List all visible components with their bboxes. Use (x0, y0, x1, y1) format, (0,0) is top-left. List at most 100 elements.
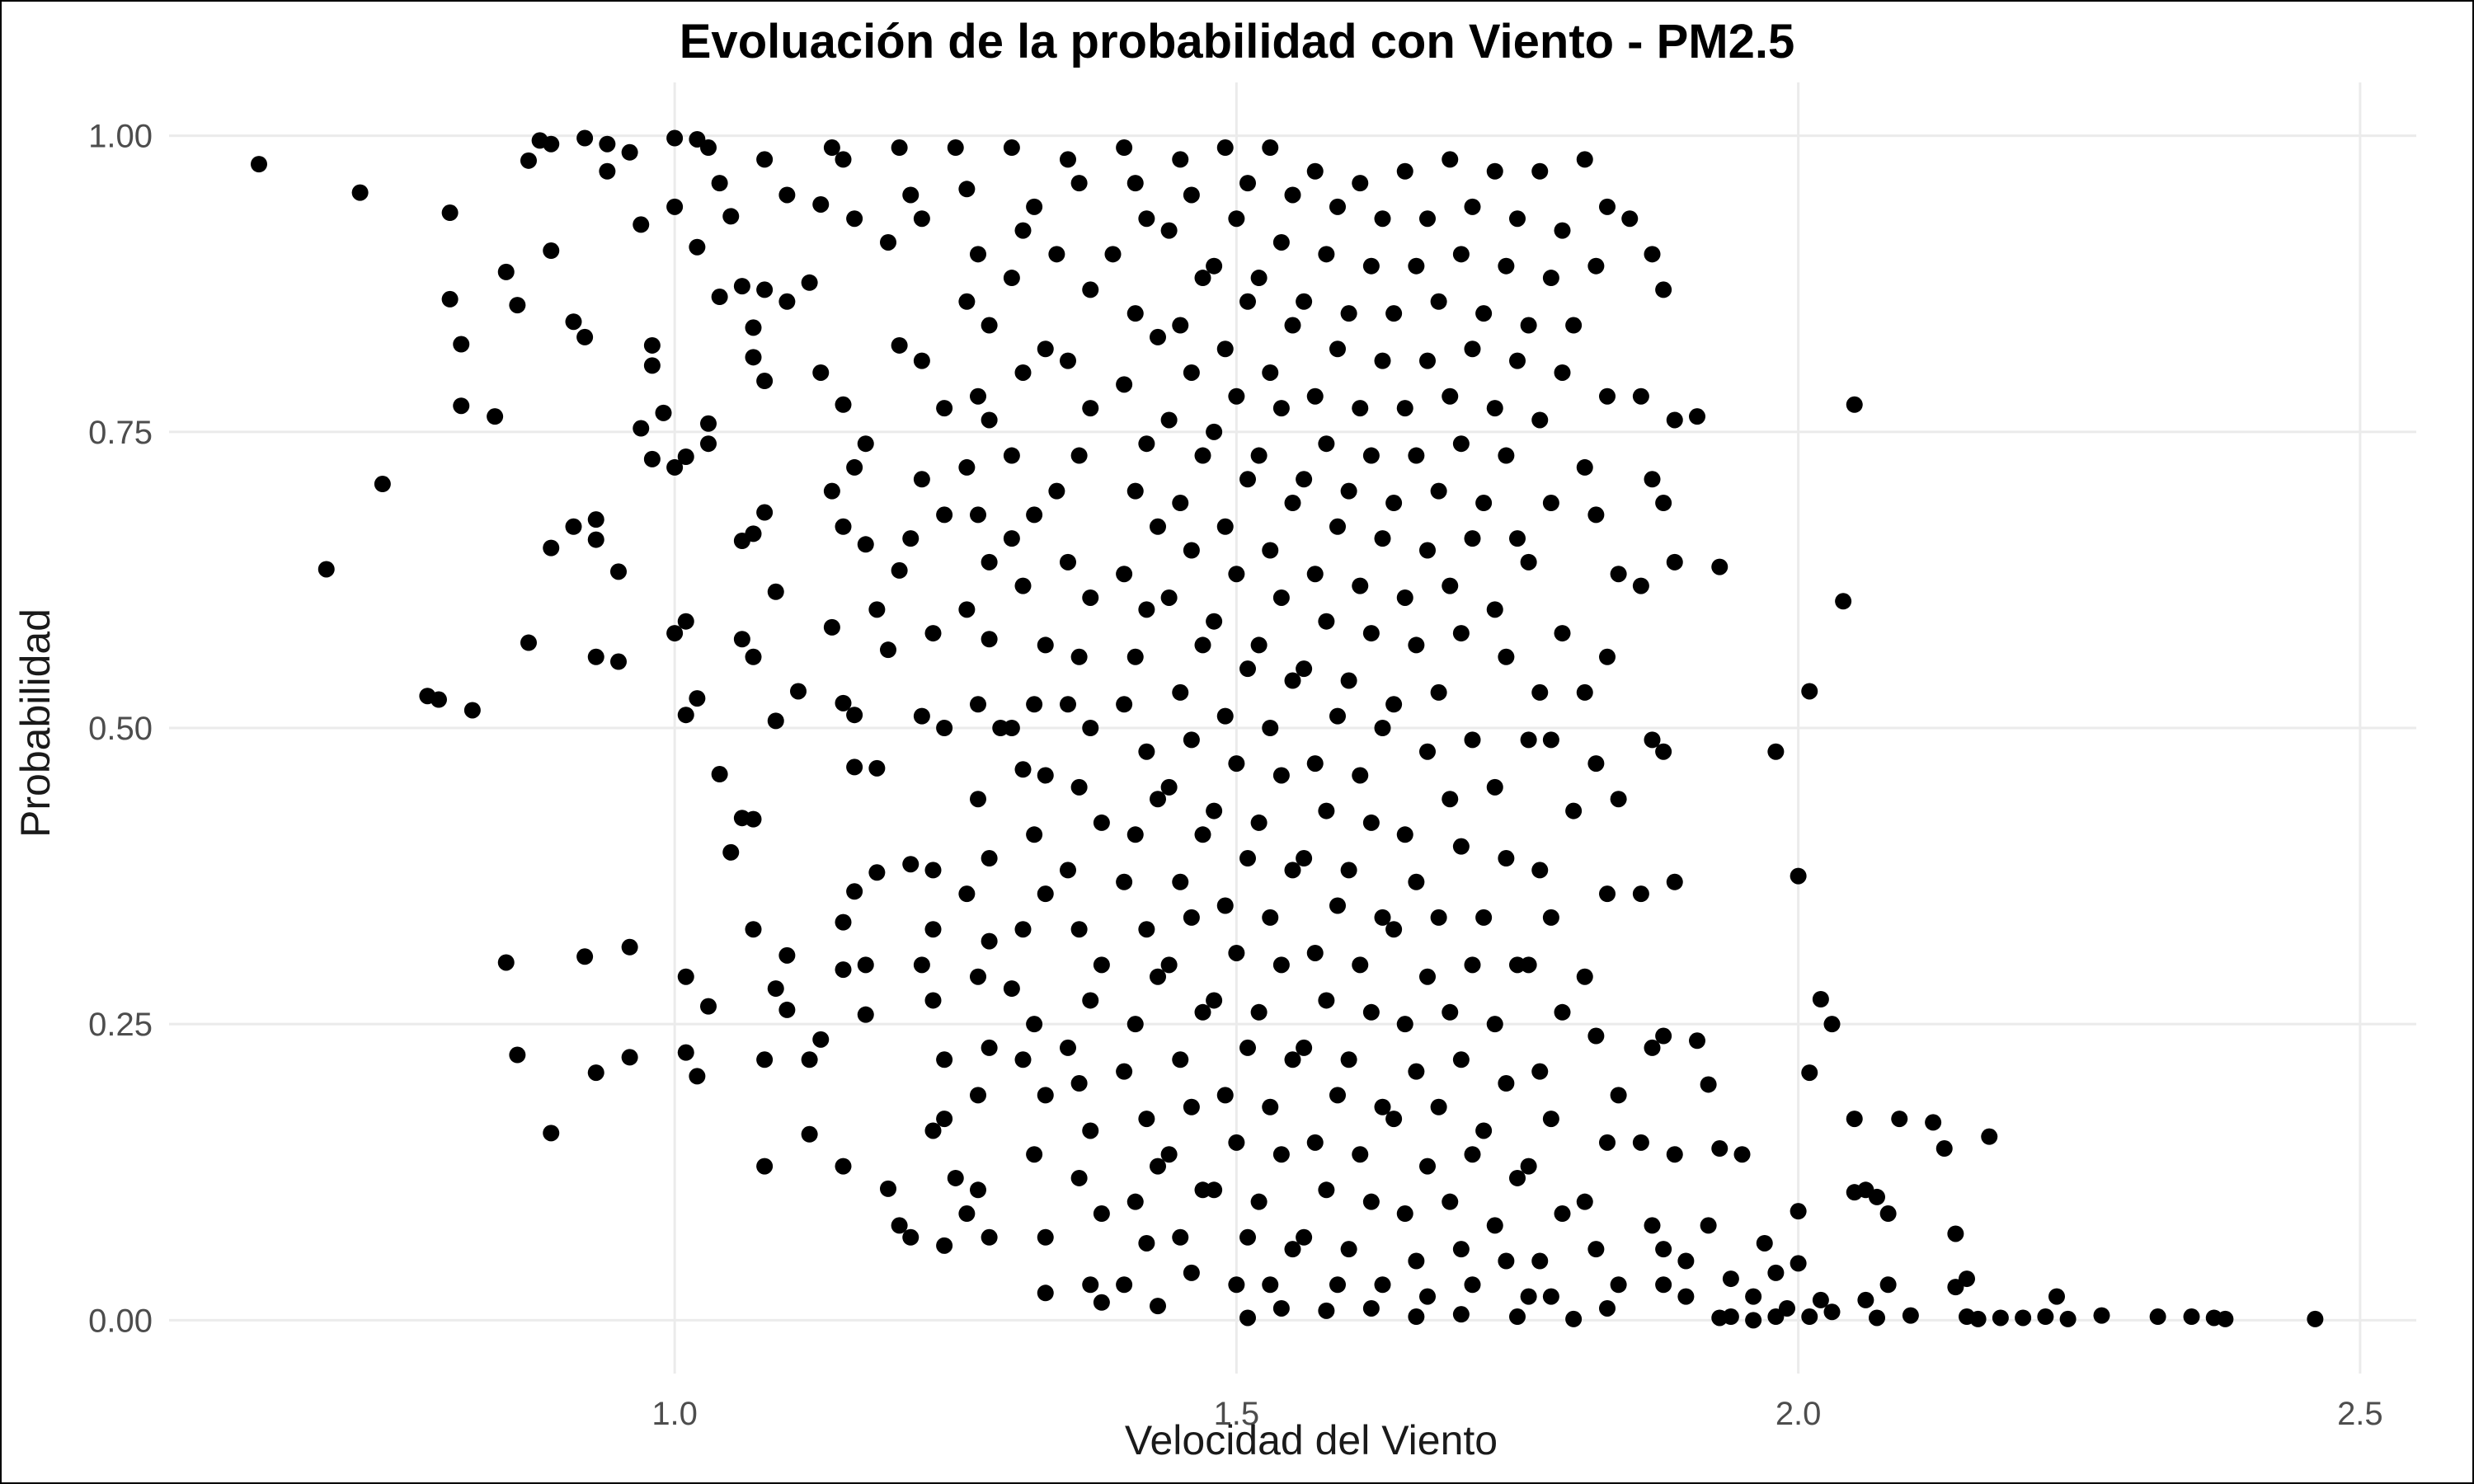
scatter-point (1587, 1027, 1605, 1045)
scatter-point (1138, 743, 1155, 760)
scatter-point (823, 618, 840, 636)
scatter-point (1138, 1111, 1155, 1128)
scatter-point (2307, 1310, 2324, 1327)
scatter-point (1396, 1205, 1413, 1223)
scatter-point (610, 653, 627, 670)
scatter-point (1509, 210, 1526, 228)
scatter-point (778, 186, 796, 204)
scatter-point (1206, 257, 1223, 275)
scatter-point (251, 156, 267, 173)
scatter-point (1340, 672, 1357, 689)
scatter-point (733, 631, 750, 648)
scatter-point (1452, 838, 1470, 855)
scatter-point (1396, 162, 1413, 180)
scatter-point (1767, 743, 1785, 760)
scatter-point (1126, 482, 1144, 500)
scatter-point (1554, 1205, 1571, 1223)
scatter-point (970, 1181, 986, 1199)
scatter-point (1216, 139, 1234, 157)
scatter-point (1318, 992, 1335, 1009)
scatter-point (543, 539, 560, 556)
scatter-point (1272, 956, 1290, 974)
scatter-point (1150, 1298, 1166, 1315)
scatter-point (1183, 909, 1200, 926)
scatter-point (543, 1125, 560, 1142)
scatter-point (1587, 755, 1605, 773)
scatter-point (1284, 1051, 1301, 1068)
scatter-point (1206, 992, 1223, 1009)
scatter-point (576, 129, 594, 147)
scatter-point (1352, 1146, 1369, 1163)
scatter-point (700, 998, 717, 1015)
scatter-point (1014, 921, 1032, 938)
scatter-point (1093, 956, 1110, 974)
scatter-point (1542, 1288, 1559, 1305)
scatter-point (1250, 270, 1268, 287)
scatter-point (643, 450, 661, 467)
scatter-point (891, 139, 908, 157)
scatter-point (1228, 387, 1245, 405)
scatter-point (351, 184, 369, 201)
scatter-point (778, 1001, 796, 1018)
scatter-point (1700, 1217, 1717, 1234)
scatter-point (1520, 1158, 1537, 1175)
scatter-point (1385, 921, 1403, 938)
scatter-point (1026, 1016, 1043, 1033)
scatter-point (778, 293, 796, 310)
scatter-point (924, 862, 942, 879)
scatter-point (1284, 1241, 1301, 1258)
scatter-point (1542, 1111, 1559, 1128)
scatter-point (1891, 1111, 1908, 1128)
scatter-point (1846, 1111, 1863, 1128)
scatter-point (1082, 720, 1099, 736)
scatter-point (1194, 447, 1211, 464)
scatter-point (1014, 761, 1032, 778)
scatter-point (1475, 1122, 1493, 1139)
scatter-point (1037, 1228, 1054, 1246)
scatter-point (857, 1006, 874, 1023)
scatter-point (1014, 577, 1032, 594)
scatter-point (1026, 198, 1043, 215)
scatter-point (1419, 542, 1436, 559)
scatter-point (981, 553, 998, 571)
scatter-point (1172, 683, 1189, 701)
scatter-point (1318, 1181, 1335, 1199)
scatter-point (1408, 1308, 1425, 1326)
scatter-point (1048, 246, 1065, 263)
scatter-point (1340, 482, 1357, 500)
scatter-point (1272, 1299, 1290, 1317)
scatter-point (1026, 506, 1043, 524)
scatter-point (924, 921, 942, 938)
scatter-point (1509, 1308, 1526, 1326)
scatter-point (1183, 1264, 1200, 1281)
scatter-point (756, 373, 774, 390)
scatter-point (565, 518, 582, 535)
scatter-point (823, 139, 840, 157)
scatter-point (1666, 873, 1683, 890)
scatter-point (1464, 340, 1481, 358)
scatter-point (1037, 1284, 1054, 1302)
scatter-point (633, 420, 650, 437)
scatter-point (1150, 968, 1166, 985)
scatter-point (1070, 1169, 1088, 1186)
scatter-point (1419, 1288, 1436, 1305)
scatter-point (666, 129, 684, 147)
scatter-point (835, 151, 852, 168)
scatter-point (1070, 648, 1088, 665)
y-tick-label: 0.75 (88, 415, 153, 451)
scatter-point (1150, 328, 1166, 345)
scatter-point (1172, 495, 1189, 512)
scatter-point (1576, 1193, 1593, 1210)
scatter-point (1306, 755, 1324, 773)
scatter-point (677, 707, 694, 724)
scatter-point (497, 263, 515, 280)
scatter-point (1172, 151, 1189, 168)
scatter-point (1306, 387, 1324, 405)
scatter-point (936, 1237, 953, 1254)
scatter-point (1644, 1217, 1661, 1234)
scatter-point (643, 336, 661, 354)
scatter-point (1396, 400, 1413, 417)
scatter-point (1452, 1241, 1470, 1258)
scatter-point (1318, 246, 1335, 263)
scatter-point (1138, 435, 1155, 453)
